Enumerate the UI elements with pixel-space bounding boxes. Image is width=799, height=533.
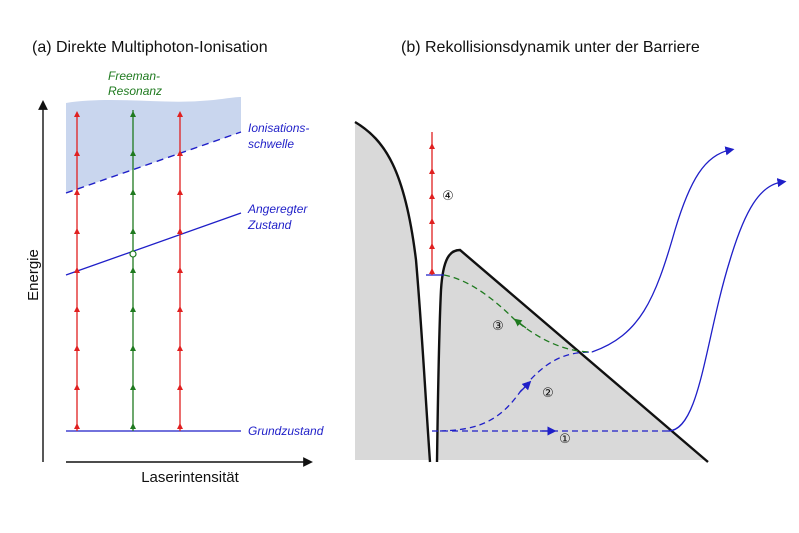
photon-arrowhead xyxy=(429,168,435,174)
panel-a-title: (a) Direkte Multiphoton-Ionisation xyxy=(32,39,268,56)
photon-arrowhead xyxy=(74,267,80,273)
photon-arrowhead xyxy=(177,189,183,195)
photon-arrowhead xyxy=(74,228,80,234)
photon-arrowhead xyxy=(130,384,136,390)
y-axis-label: Energie xyxy=(25,249,42,301)
photon-arrowhead xyxy=(429,243,435,249)
photon-ladder-middle xyxy=(129,110,137,431)
photon-arrowhead xyxy=(429,143,435,149)
photon-arrowhead xyxy=(177,345,183,351)
photon-arrowhead xyxy=(74,189,80,195)
photon-arrowhead xyxy=(429,268,435,274)
freeman-label-1: Freeman- xyxy=(108,69,160,83)
photon-arrowhead xyxy=(177,111,183,117)
excited-label-1: Angeregter xyxy=(247,202,308,216)
photon-arrowhead xyxy=(130,306,136,312)
photon-arrowhead xyxy=(74,384,80,390)
excited-label-2: Zustand xyxy=(247,218,292,232)
photon-arrowhead xyxy=(177,423,183,429)
potential-region xyxy=(355,122,706,460)
ionisation-label-1: Ionisations- xyxy=(248,121,309,135)
excited-state-line xyxy=(65,212,242,276)
trajectory-3-arrow xyxy=(513,318,527,329)
photon-arrowhead xyxy=(74,345,80,351)
panel-b: (b) Rekollisionsdynamik unter der Barrie… xyxy=(354,39,787,463)
photon-arrowhead xyxy=(130,267,136,273)
ionisation-label-2: schwelle xyxy=(248,137,294,151)
path-label-3: ③ xyxy=(492,318,504,333)
ionisation-threshold-line xyxy=(65,131,242,194)
photon-arrowhead xyxy=(177,228,183,234)
photon-arrowhead xyxy=(429,218,435,224)
path-label-4: ④ xyxy=(442,188,454,203)
path-label-1: ① xyxy=(559,431,571,446)
photon-ladder-path-4 xyxy=(429,132,435,275)
photon-arrowhead xyxy=(74,306,80,312)
continuum-band xyxy=(66,97,241,193)
potential-curve xyxy=(354,120,709,463)
photon-ladder-right xyxy=(177,111,183,431)
photon-arrowhead xyxy=(177,267,183,273)
photon-arrowhead xyxy=(130,189,136,195)
photon-arrowhead xyxy=(177,384,183,390)
photon-arrowhead xyxy=(130,150,136,156)
panel-a: (a) Direkte Multiphoton-Ionisation Energ… xyxy=(25,39,324,486)
photon-arrowhead xyxy=(177,150,183,156)
path-label-2: ② xyxy=(542,385,554,400)
photon-arrowhead xyxy=(177,306,183,312)
freeman-label-2: Resonanz xyxy=(108,84,162,98)
photon-arrowhead xyxy=(130,111,136,117)
photon-arrowhead xyxy=(74,111,80,117)
photon-arrowhead xyxy=(429,193,435,199)
ground-label: Grundzustand xyxy=(248,424,324,438)
photon-arrowhead xyxy=(130,423,136,429)
photon-arrowhead xyxy=(74,423,80,429)
photon-arrowhead xyxy=(130,345,136,351)
photon-arrowhead xyxy=(130,228,136,234)
trajectory-1 xyxy=(667,178,787,432)
x-axis-label: Laserintensität xyxy=(141,469,239,486)
panel-b-title: (b) Rekollisionsdynamik unter der Barrie… xyxy=(401,39,700,56)
trajectory-2-arrow xyxy=(519,380,532,393)
trajectory-2-escape xyxy=(591,146,735,353)
photon-ladder-left xyxy=(74,111,80,431)
resonance-marker xyxy=(129,250,137,258)
photon-arrowhead xyxy=(74,150,80,156)
